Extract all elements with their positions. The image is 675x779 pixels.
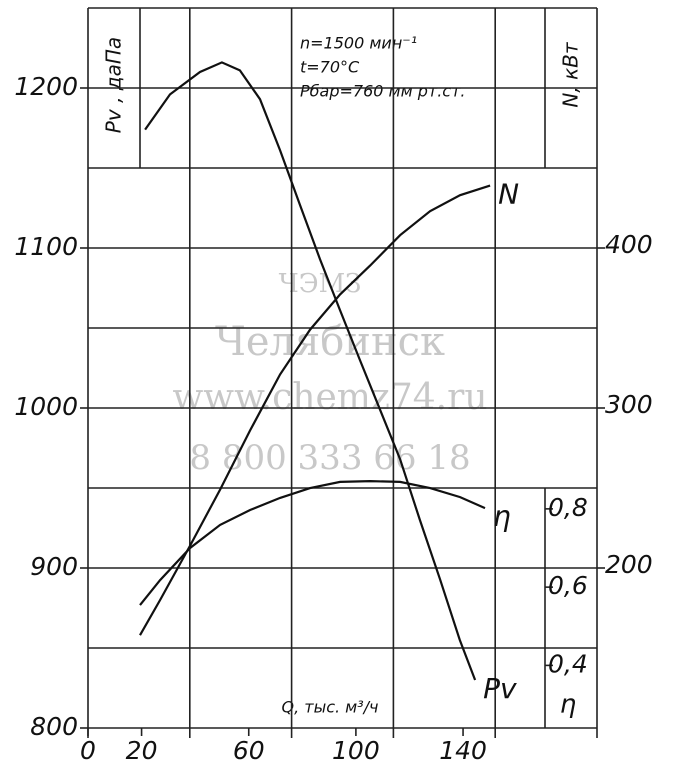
watermark: www.chemz74.ru (172, 377, 487, 418)
y-tick-label: 1000 (14, 392, 78, 421)
y-tick-label: 1100 (14, 232, 78, 261)
series-line (139, 479, 486, 606)
x-tick-label: 60 (233, 736, 265, 765)
y2-axis-label: N, кВт (559, 41, 583, 107)
watermark: Челябинск (215, 319, 445, 365)
x-tick-label: 140 (439, 736, 487, 765)
y-tick-label: 1200 (14, 72, 78, 101)
y3-axis-label: η (560, 690, 576, 720)
watermark: 8 800 333 66 18 (189, 438, 470, 478)
x-axis-label: Q, тыс. м³/ч (281, 698, 378, 717)
x-tick-label: 0 (80, 736, 96, 765)
y2-tick-label: 200 (605, 550, 653, 579)
y-tick-label: 900 (30, 552, 78, 581)
y2-tick-label: 300 (605, 390, 653, 419)
y3-tick-label: 0,8 (548, 493, 588, 522)
series-label: η (493, 500, 511, 533)
series-line (144, 61, 477, 681)
y-axis-label: Pv , даПа (102, 37, 126, 133)
annotation: Рбар=760 мм рт.ст. (300, 82, 466, 101)
x-tick-label: 20 (126, 736, 158, 765)
annotation: t=70°C (300, 58, 360, 77)
y3-tick-label: 0,6 (548, 571, 588, 600)
y-tick-label: 800 (30, 712, 78, 741)
series-line (139, 184, 491, 636)
y3-tick-label: 0,4 (548, 649, 588, 678)
y2-tick-label: 400 (605, 230, 653, 259)
series-label: Pv (483, 672, 517, 705)
x-tick-label: 100 (332, 736, 380, 765)
series-label: N (498, 178, 519, 211)
annotation: n=1500 мин⁻¹ (300, 34, 417, 53)
